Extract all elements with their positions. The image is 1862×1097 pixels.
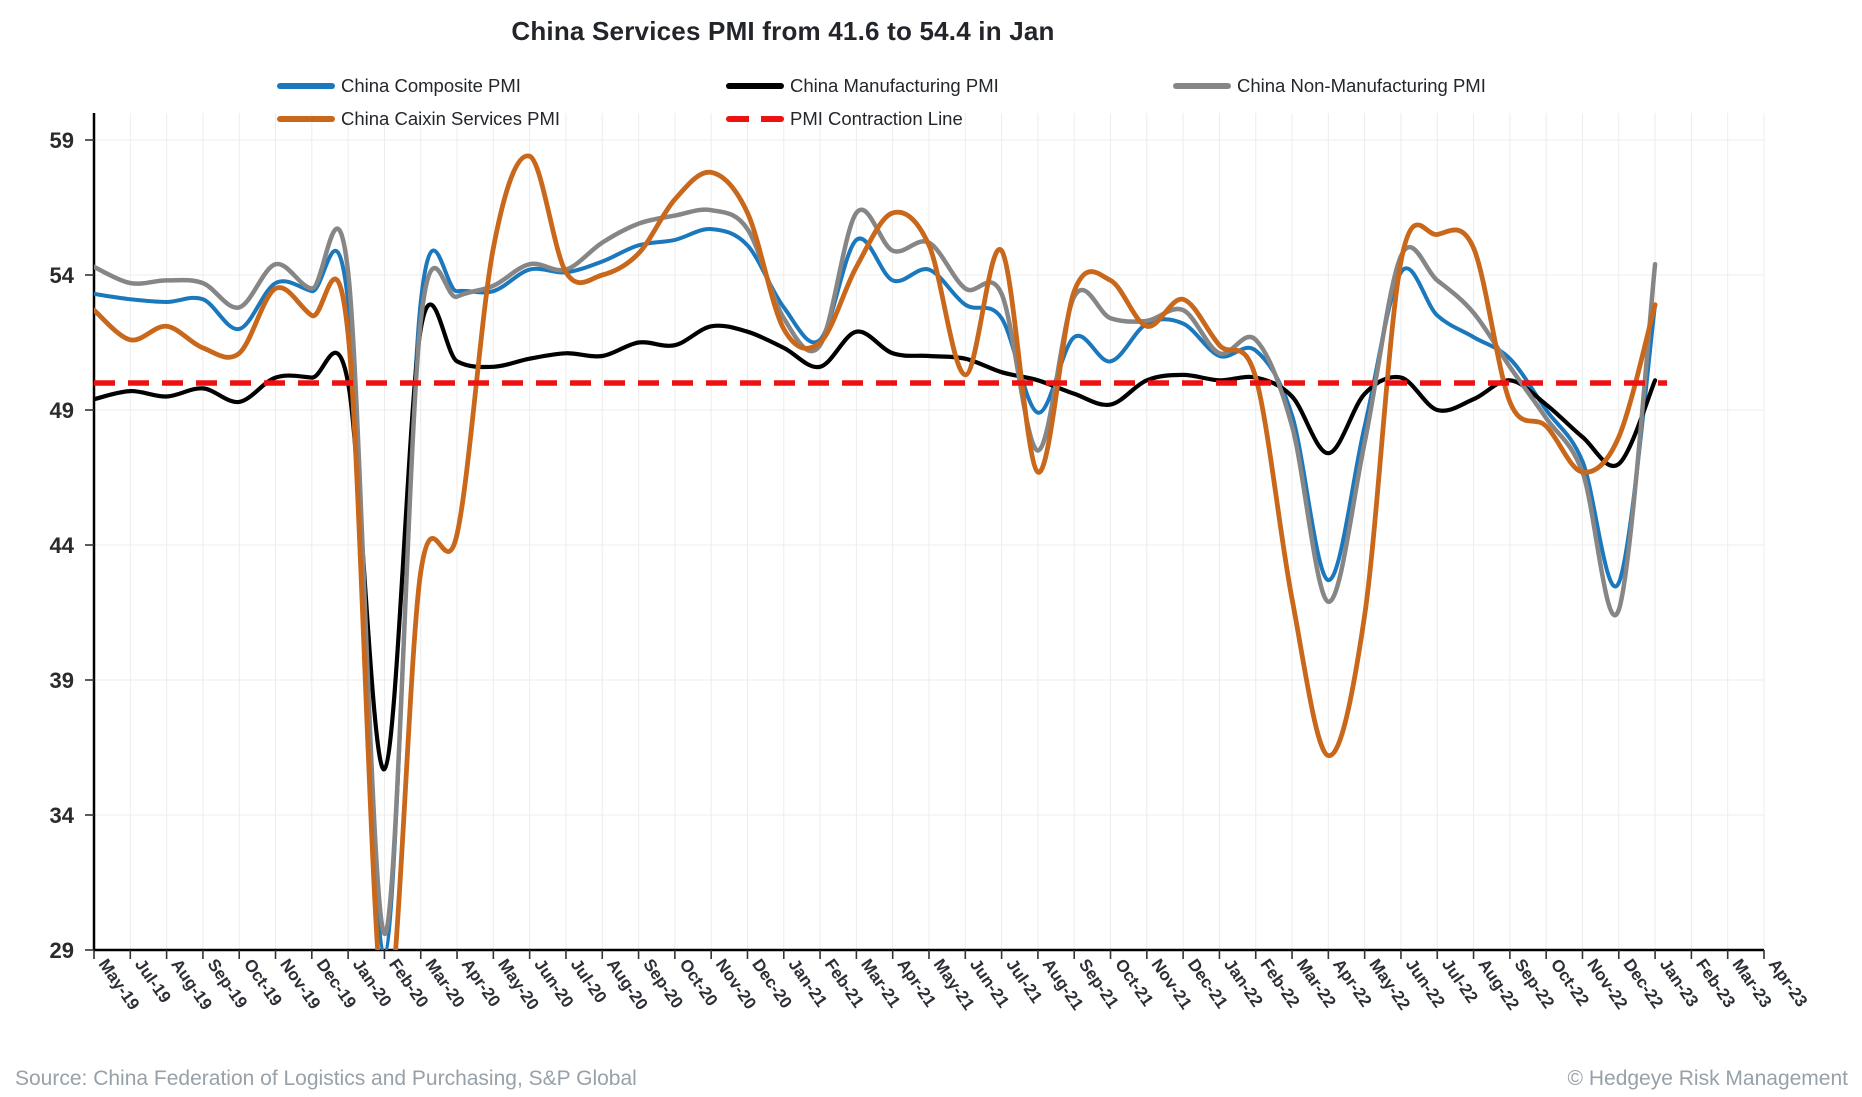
series-china-non-manufacturing-pmi (94, 207, 1658, 937)
legend-label: China Caixin Services PMI (341, 108, 560, 129)
legend-item-china-manufacturing-pmi: China Manufacturing PMI (726, 75, 999, 97)
y-tick-label: 34 (50, 803, 75, 828)
legend-item-china-caixin-services-pmi: China Caixin Services PMI (277, 108, 560, 130)
composite-line-swatch-icon (277, 83, 335, 89)
legend-label: China Composite PMI (341, 75, 521, 96)
legend-item-china-non-manufacturing-pmi: China Non-Manufacturing PMI (1173, 75, 1486, 97)
x-axis-labels: May-19Jul-19Aug-19Sep-19Oct-19Nov-19Dec-… (95, 955, 1811, 1013)
y-tick-label: 39 (50, 668, 74, 693)
y-tick-label: 59 (50, 128, 74, 153)
source-note: Source: China Federation of Logistics an… (15, 1067, 637, 1090)
chart-title: China Services PMI from 41.6 to 54.4 in … (511, 16, 1055, 46)
series-china-caixin-services-pmi (94, 153, 1658, 950)
y-tick-label: 44 (50, 533, 75, 558)
legend-label: China Manufacturing PMI (790, 75, 999, 96)
legend-label: PMI Contraction Line (790, 108, 963, 129)
caixin-line-swatch-icon (277, 116, 335, 122)
y-tick-label: 29 (50, 938, 74, 963)
legend-label: China Non-Manufacturing PMI (1237, 75, 1486, 96)
y-tick-label: 49 (50, 398, 74, 423)
tick-marks (85, 139, 1765, 959)
series-lines (94, 153, 1658, 950)
manufacturing-line-swatch-icon (726, 83, 784, 89)
y-tick-label: 54 (50, 263, 75, 288)
y-axis-labels: 29 34 39 44 49 54 59 (50, 128, 75, 963)
legend-item-pmi-contraction-line: PMI Contraction Line (726, 108, 963, 130)
series-china-manufacturing-pmi (94, 302, 1658, 772)
copyright-note: © Hedgeye Risk Management (1567, 1067, 1848, 1090)
non-manufacturing-line-swatch-icon (1173, 83, 1231, 89)
contraction-dashed-swatch-icon (726, 116, 784, 122)
legend-item-china-composite-pmi: China Composite PMI (277, 75, 521, 97)
